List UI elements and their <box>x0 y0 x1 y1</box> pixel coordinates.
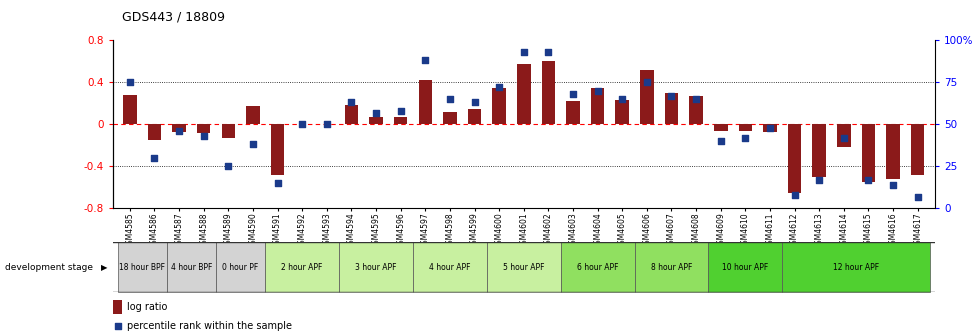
Point <box>835 135 851 140</box>
Text: 5 hour APF: 5 hour APF <box>503 263 544 271</box>
Bar <box>565 101 579 124</box>
Bar <box>781 242 929 292</box>
Point <box>688 96 703 102</box>
Point <box>663 93 679 98</box>
Bar <box>443 112 456 124</box>
Bar <box>216 242 265 292</box>
Text: GDS443 / 18809: GDS443 / 18809 <box>122 10 225 24</box>
Bar <box>591 88 603 124</box>
Point <box>270 180 286 186</box>
Bar <box>910 124 923 175</box>
Bar <box>418 80 431 124</box>
Bar <box>634 242 708 292</box>
Bar <box>885 124 899 179</box>
Text: 8 hour APF: 8 hour APF <box>650 263 691 271</box>
Point <box>639 80 654 85</box>
Bar <box>615 100 629 124</box>
Text: 12 hour APF: 12 hour APF <box>832 263 878 271</box>
Text: ▶: ▶ <box>101 263 108 271</box>
Point <box>761 125 777 130</box>
Bar <box>265 242 338 292</box>
Bar <box>172 124 186 132</box>
Bar <box>338 242 413 292</box>
Bar <box>560 242 634 292</box>
Point <box>122 80 138 85</box>
Bar <box>369 117 382 124</box>
Point <box>811 177 826 182</box>
Text: 10 hour APF: 10 hour APF <box>722 263 768 271</box>
Text: 0 hour PF: 0 hour PF <box>222 263 258 271</box>
Bar <box>836 124 850 148</box>
Bar <box>467 109 481 124</box>
Bar <box>271 124 284 175</box>
Point <box>786 192 802 198</box>
Point <box>589 88 604 93</box>
Point <box>244 142 260 147</box>
Bar <box>245 107 259 124</box>
Text: 18 hour BPF: 18 hour BPF <box>119 263 165 271</box>
Text: 3 hour APF: 3 hour APF <box>355 263 396 271</box>
Text: 4 hour APF: 4 hour APF <box>428 263 470 271</box>
Bar <box>541 61 555 124</box>
Point <box>220 164 236 169</box>
Text: development stage: development stage <box>5 263 93 271</box>
Bar <box>221 124 235 138</box>
Bar <box>737 124 751 131</box>
Bar <box>413 242 486 292</box>
Bar <box>664 93 678 124</box>
Bar <box>812 124 825 177</box>
Text: percentile rank within the sample: percentile rank within the sample <box>127 321 292 331</box>
Bar <box>112 300 122 314</box>
Bar <box>344 106 358 124</box>
Bar <box>713 124 727 131</box>
Point <box>614 96 630 102</box>
Text: 4 hour BPF: 4 hour BPF <box>170 263 212 271</box>
Text: 2 hour APF: 2 hour APF <box>282 263 323 271</box>
Point <box>343 100 359 105</box>
Text: log ratio: log ratio <box>127 302 167 312</box>
Point <box>294 122 310 127</box>
Point <box>909 194 924 199</box>
Bar <box>787 124 801 193</box>
Bar <box>763 124 776 132</box>
Point <box>884 182 900 187</box>
Bar <box>708 242 781 292</box>
Bar <box>640 70 653 124</box>
Point <box>319 122 334 127</box>
Bar <box>123 95 137 124</box>
Bar <box>689 96 702 124</box>
Bar <box>197 124 210 133</box>
Point <box>860 177 875 182</box>
Point <box>564 91 580 97</box>
Point <box>147 155 162 161</box>
Bar <box>486 242 560 292</box>
Point <box>171 128 187 134</box>
Text: 6 hour APF: 6 hour APF <box>576 263 618 271</box>
Point <box>392 108 408 114</box>
Point <box>712 138 728 144</box>
Point <box>540 49 556 55</box>
Point <box>442 96 458 102</box>
Bar <box>117 242 166 292</box>
Bar <box>148 124 161 140</box>
Point <box>368 110 383 115</box>
Bar <box>492 88 506 124</box>
Point <box>196 133 211 139</box>
Point <box>467 100 482 105</box>
Point <box>515 49 531 55</box>
Bar <box>861 124 874 182</box>
Point <box>110 323 125 329</box>
Bar <box>516 65 530 124</box>
Point <box>417 58 432 63</box>
Bar <box>166 242 216 292</box>
Point <box>491 85 507 90</box>
Bar <box>393 117 407 124</box>
Point <box>736 135 752 140</box>
